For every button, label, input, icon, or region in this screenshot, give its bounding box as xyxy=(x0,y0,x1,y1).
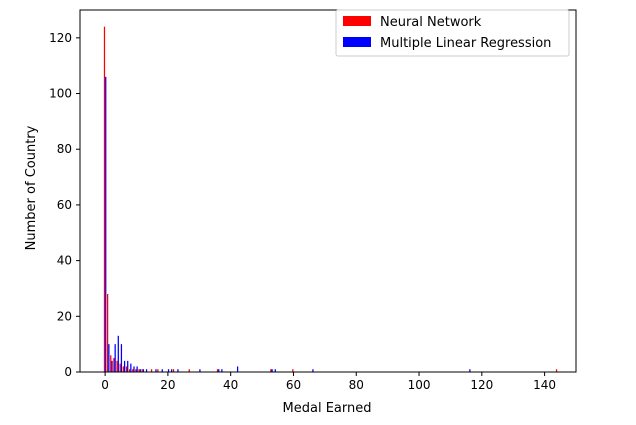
bar-neural-network xyxy=(555,369,558,372)
y-tick-label: 40 xyxy=(57,254,72,268)
bar-multiple-linear-regression xyxy=(105,76,107,372)
bar-multiple-linear-regression xyxy=(271,369,273,372)
bar-neural-network xyxy=(122,366,124,372)
bar-multiple-linear-regression xyxy=(117,335,119,372)
bar-multiple-linear-regression xyxy=(221,369,223,372)
bars-layer xyxy=(103,26,558,372)
bar-multiple-linear-regression xyxy=(123,360,126,372)
legend-label-neural-network: Neural Network xyxy=(380,15,482,30)
y-tick-label: 20 xyxy=(57,309,72,323)
bar-multiple-linear-regression xyxy=(469,369,471,372)
legend-frame xyxy=(335,9,570,57)
bar-multiple-linear-regression xyxy=(274,369,276,372)
bar-multiple-linear-regression xyxy=(111,360,113,372)
x-tick-label: 140 xyxy=(533,378,556,392)
legend: Neural Network Multiple Linear Regressio… xyxy=(335,9,570,57)
bar-neural-network xyxy=(270,369,272,372)
x-tick-label: 60 xyxy=(286,378,301,392)
bar-neural-network xyxy=(106,294,109,372)
bar-neural-network xyxy=(103,26,106,372)
bar-multiple-linear-regression xyxy=(114,344,116,372)
bar-multiple-linear-regression xyxy=(312,369,314,372)
ticks-layer: 0 20 40 60 80 100 120 140 0 20 40 60 80 100 120 xyxy=(49,31,556,392)
bar-multiple-linear-regression xyxy=(130,363,132,372)
x-tick-label: 100 xyxy=(408,378,431,392)
bar-neural-network xyxy=(110,355,112,372)
bar-multiple-linear-regression xyxy=(136,366,138,372)
bar-neural-network xyxy=(141,369,143,372)
bar-neural-network xyxy=(116,360,118,372)
bar-multiple-linear-regression xyxy=(142,369,145,372)
bar-multiple-linear-regression xyxy=(139,369,141,372)
x-axis-label: Medal Earned xyxy=(283,401,372,416)
bar-neural-network xyxy=(188,369,190,372)
bar-multiple-linear-regression xyxy=(127,360,129,372)
y-tick-label: 0 xyxy=(64,365,72,379)
bar-neural-network xyxy=(119,363,121,372)
x-tick-label: 40 xyxy=(223,378,238,392)
y-tick-label: 80 xyxy=(57,142,72,156)
axes-layer xyxy=(79,9,577,373)
bar-neural-network xyxy=(132,369,134,372)
y-tick-label: 60 xyxy=(57,198,72,212)
bar-multiple-linear-regression xyxy=(133,366,135,372)
plot-frame xyxy=(79,9,577,373)
bar-neural-network xyxy=(135,369,137,372)
bar-multiple-linear-regression xyxy=(236,366,239,372)
legend-swatch-neural-network xyxy=(343,16,371,26)
x-tick-label: 120 xyxy=(470,378,493,392)
bar-multiple-linear-regression xyxy=(171,369,173,372)
bar-multiple-linear-regression xyxy=(177,369,179,372)
bar-neural-network xyxy=(125,366,128,372)
legend-swatch-multiple-linear-regression xyxy=(343,37,371,47)
x-tick-label: 80 xyxy=(349,378,364,392)
bar-multiple-linear-regression xyxy=(161,369,163,372)
bar-neural-network xyxy=(172,369,175,372)
bar-multiple-linear-regression xyxy=(155,369,157,372)
bar-neural-network xyxy=(113,358,115,372)
bar-multiple-linear-regression xyxy=(120,344,123,372)
bar-neural-network xyxy=(292,369,294,372)
legend-label-multiple-linear-regression: Multiple Linear Regression xyxy=(380,36,551,51)
bar-multiple-linear-regression xyxy=(199,369,201,372)
y-axis-label: Number of Country xyxy=(24,125,39,250)
bar-multiple-linear-regression xyxy=(218,369,220,372)
bar-neural-network xyxy=(138,369,140,372)
bar-multiple-linear-regression xyxy=(167,369,170,372)
bar-multiple-linear-regression xyxy=(145,369,148,372)
y-tick-label: 100 xyxy=(49,87,72,101)
x-tick-label: 20 xyxy=(160,378,175,392)
bar-neural-network xyxy=(128,369,131,372)
y-tick-label: 120 xyxy=(49,31,72,45)
bar-multiple-linear-regression xyxy=(108,344,110,372)
bar-neural-network xyxy=(157,369,159,372)
bar-neural-network xyxy=(150,369,153,372)
x-tick-label: 0 xyxy=(101,378,109,392)
bar-neural-network xyxy=(216,369,219,372)
